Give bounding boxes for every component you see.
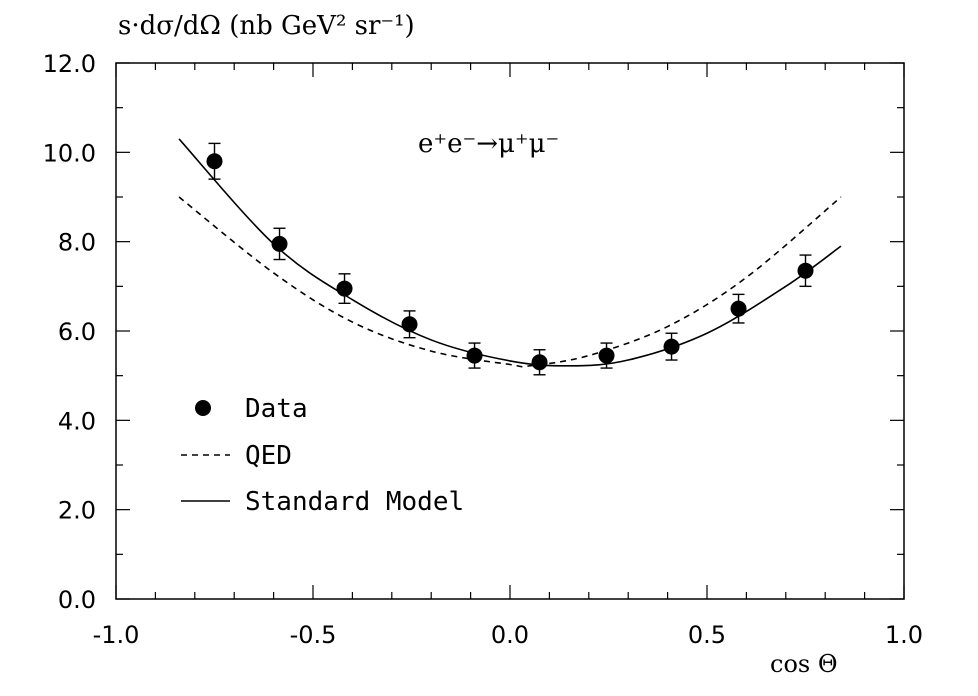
data-point (663, 338, 680, 355)
x-tick-label: 1.0 (885, 621, 923, 649)
y-tick-label: 12.0 (43, 50, 96, 78)
y-tick-label: 10.0 (43, 139, 96, 167)
y-tick-label: 2.0 (58, 497, 96, 525)
x-axis-label: cos Θ (770, 650, 838, 678)
data-point (336, 280, 353, 297)
qed-curve (178, 196, 842, 368)
legend-data-marker (195, 400, 211, 416)
legend-standard-model-label: Standard Model (245, 487, 464, 517)
x-tick-label: -0.5 (290, 621, 337, 649)
x-tick-label: 0.5 (688, 621, 726, 649)
data-point (730, 300, 747, 317)
legend: Data QED Standard Model (181, 394, 464, 517)
data-point (401, 316, 418, 333)
x-tick-label: 0.0 (491, 621, 529, 649)
x-tick-label: -1.0 (93, 621, 140, 649)
y-tick-label: 6.0 (58, 318, 96, 346)
data-points (206, 142, 814, 376)
process-annotation: e⁺e⁻→μ⁺μ⁻ (418, 129, 559, 159)
data-point (598, 347, 615, 364)
legend-data-label: Data (245, 394, 308, 424)
y-tick-label: 8.0 (58, 229, 96, 257)
data-point (206, 153, 223, 170)
data-point (466, 347, 483, 364)
axis-tick-labels: -1.0 -0.5 0.0 0.5 1.0 0.0 2.0 4.0 6.0 8.0 10.0 12.0 (43, 50, 924, 649)
y-tick-label: 4.0 (58, 407, 96, 435)
axis-ticks (115, 62, 905, 600)
y-tick-label: 0.0 (58, 586, 96, 614)
legend-qed-label: QED (245, 441, 292, 471)
y-axis-label: s·dσ/dΩ (nb GeV² sr⁻¹) (118, 11, 415, 41)
standard-model-curve (178, 138, 842, 367)
data-point (271, 235, 288, 252)
data-point (797, 262, 814, 279)
data-point (531, 354, 548, 371)
